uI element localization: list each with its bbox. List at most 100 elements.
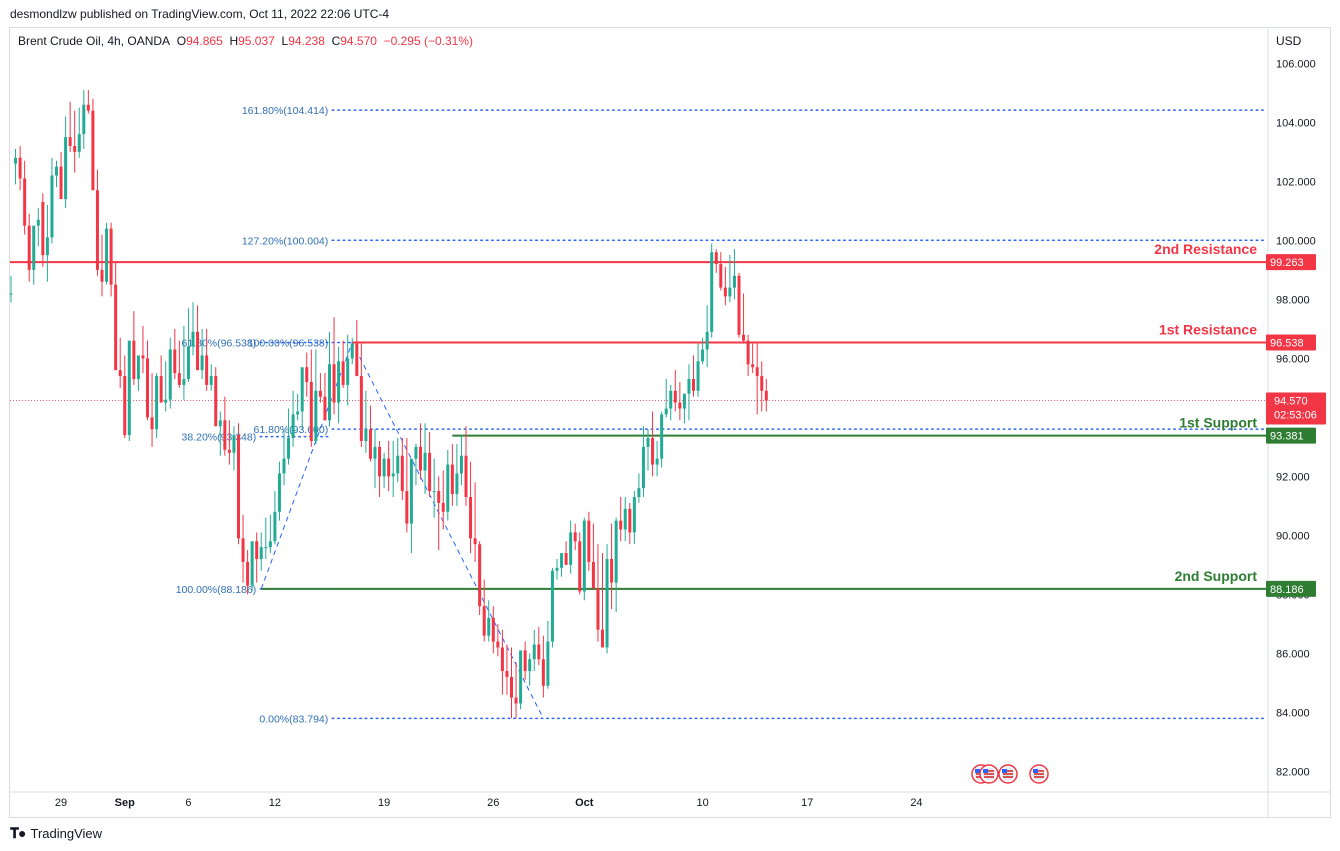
- candle-body: [387, 458, 391, 477]
- candle-body: [732, 275, 736, 288]
- level-price-badge: [1266, 334, 1316, 351]
- candle-body: [514, 697, 518, 704]
- candle-body: [55, 166, 58, 176]
- footer-brand-label: TradingView: [30, 826, 103, 841]
- candle-body: [155, 376, 159, 430]
- candle-body: [223, 420, 227, 450]
- candle-body: [23, 178, 27, 226]
- candle-body: [105, 228, 109, 282]
- candle-body: [537, 644, 541, 660]
- candle-body: [569, 532, 573, 565]
- candle-body: [660, 414, 664, 459]
- candle-body: [737, 275, 741, 335]
- candle-body: [764, 390, 768, 401]
- flag-stripe: [1003, 776, 1013, 778]
- x-tick-label: 29: [55, 797, 67, 809]
- price-labels: 99.263 96.538 93.381 88.186 94.570 02:53:06: [1266, 254, 1326, 597]
- x-tick-label: 10: [696, 797, 708, 809]
- candle-body: [159, 376, 163, 403]
- candle-body: [196, 331, 200, 371]
- candle-body: [255, 541, 259, 559]
- candle-body: [346, 358, 350, 385]
- candle-body: [405, 491, 409, 524]
- candle-body: [687, 379, 691, 394]
- fib-extension-label: 100.00%(96.538): [248, 338, 329, 350]
- close-value: 94.570: [340, 34, 377, 48]
- candle-body: [469, 497, 473, 539]
- candle-body: [728, 287, 732, 297]
- y-tick-label: 84.000: [1276, 707, 1310, 719]
- level-name-label: 1st Resistance: [1159, 322, 1257, 338]
- candle-body: [523, 650, 527, 672]
- fib-retracement-label: 100.00%(88.186): [176, 584, 257, 596]
- candle-body: [328, 364, 331, 421]
- x-tick-label: Oct: [575, 797, 594, 809]
- fib-extension-label: 161.80%(104.414): [242, 105, 328, 117]
- level-name-label: 2nd Resistance: [1154, 241, 1257, 257]
- candle-body: [82, 104, 86, 135]
- publisher-caption: desmondlzw published on TradingView.com,…: [10, 7, 390, 21]
- flag-stripe: [1003, 770, 1013, 772]
- open-value: 94.865: [186, 34, 223, 48]
- candle-body: [132, 340, 136, 380]
- us-flag-icon[interactable]: [979, 764, 999, 784]
- candle-body: [50, 175, 54, 238]
- flag-canton: [983, 769, 988, 773]
- candle-body: [651, 438, 655, 465]
- y-tick-label: 104.000: [1276, 117, 1316, 129]
- candle-body: [318, 390, 322, 397]
- candle-body: [250, 541, 254, 586]
- candle-body: [646, 438, 650, 447]
- y-tick-label: 92.000: [1276, 471, 1310, 483]
- low-value: 94.238: [288, 34, 325, 48]
- candle-body: [205, 355, 209, 385]
- candle-body: [419, 446, 422, 471]
- candle-body: [587, 520, 591, 562]
- candle-body: [300, 367, 304, 412]
- candle-body: [350, 343, 354, 359]
- candle-body: [714, 252, 718, 264]
- candle-body: [264, 547, 268, 549]
- candle-body: [59, 166, 63, 200]
- candle-body: [705, 331, 709, 350]
- candle-body: [528, 659, 532, 672]
- candle-body: [573, 532, 577, 542]
- symbol-name[interactable]: Brent Crude Oil, 4h, OANDA: [18, 34, 171, 48]
- candle-body: [541, 659, 545, 686]
- open-label: O: [176, 34, 187, 48]
- event-markers[interactable]: [971, 764, 1049, 784]
- candle-body: [619, 520, 623, 530]
- us-flag-icon[interactable]: [1029, 764, 1049, 784]
- candle-body: [9, 293, 13, 295]
- candle-body: [450, 464, 454, 495]
- us-flag-icon[interactable]: [998, 764, 1018, 784]
- candle-body: [209, 376, 213, 385]
- candle-body: [614, 520, 618, 583]
- candle-body: [719, 263, 723, 288]
- level-name-label: 1st Support: [1179, 415, 1257, 431]
- candle-body: [655, 458, 659, 465]
- flag-stripe: [1034, 776, 1044, 778]
- candle-body: [487, 617, 491, 636]
- candle-body: [200, 355, 204, 371]
- candle-body: [27, 225, 31, 270]
- currency-label[interactable]: USD: [1276, 34, 1302, 48]
- candle-body: [191, 331, 195, 347]
- time-axis: 29 Sep 6 12 19 26 Oct 10 17 24: [55, 797, 923, 809]
- candle-body: [186, 346, 190, 380]
- candle-body: [582, 520, 586, 592]
- candle-body: [464, 455, 468, 498]
- candle-body: [641, 446, 645, 489]
- support-resistance-levels[interactable]: 2nd Resistance 1st Resistance 1st Support 2…: [10, 241, 1268, 590]
- footer-brand[interactable]: 𝐓● TradingView: [10, 825, 102, 842]
- price-axis: 82.00084.00086.00088.00090.00092.00094.0…: [10, 28, 1330, 817]
- candle-body: [723, 287, 727, 297]
- flag-stripe: [1034, 773, 1044, 775]
- candle-body: [428, 452, 432, 492]
- symbol-legend: Brent Crude Oil, 4h, OANDA O94.865 H95.0…: [18, 34, 473, 48]
- candle-body: [560, 553, 564, 568]
- candle-body: [364, 429, 368, 441]
- candle-body: [282, 458, 286, 474]
- candle-body: [459, 455, 463, 474]
